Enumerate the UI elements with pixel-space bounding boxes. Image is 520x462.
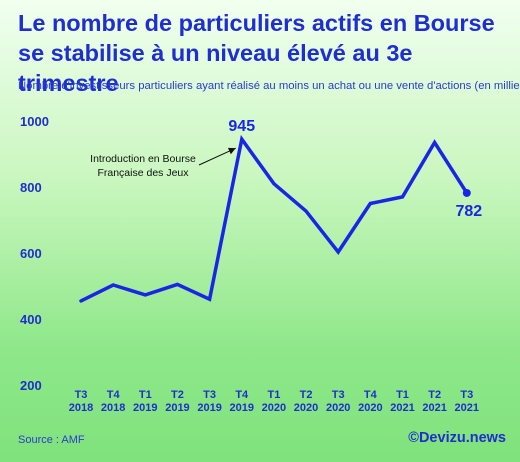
title-line-2: se stabilise à un niveau élevé au 3e tri… (18, 40, 413, 96)
x-tick-label-year: 2021 (455, 402, 479, 414)
chart-subtitle: Nombre d'investisseurs particuliers ayan… (18, 80, 520, 92)
series-line (79, 134, 469, 303)
annotation-text: Introduction en Bourse (90, 153, 196, 165)
x-tick-label-quarter: T2 (428, 389, 441, 401)
x-tick-label-year: 2019 (165, 402, 189, 414)
x-tick-label-year: 2020 (294, 402, 318, 414)
y-tick-label: 400 (20, 312, 42, 327)
brand-watermark: ©Devizu.news (408, 430, 506, 446)
x-tick-label-quarter: T2 (171, 389, 184, 401)
x-tick-label-quarter: T4 (364, 389, 378, 401)
annotation-arrowhead (227, 147, 236, 155)
x-tick-label-quarter: T1 (396, 389, 409, 401)
data-label: 945 (228, 118, 255, 135)
x-tick-label-year: 2021 (422, 402, 446, 414)
annotation-text: Française des Jeux (97, 167, 189, 179)
x-tick-label-year: 2020 (326, 402, 350, 414)
x-tick-label-quarter: T3 (203, 389, 216, 401)
x-tick-label-quarter: T2 (300, 389, 313, 401)
x-tick-label-quarter: T4 (107, 389, 121, 401)
x-tick-label-year: 2020 (262, 402, 286, 414)
y-tick-label: 1000 (20, 114, 49, 129)
y-tick-label: 800 (20, 180, 42, 195)
x-tick-label-year: 2021 (390, 402, 414, 414)
x-tick-label-quarter: T1 (267, 389, 280, 401)
x-tick-label-year: 2019 (230, 402, 254, 414)
y-tick-label: 600 (20, 246, 42, 261)
x-tick-label-quarter: T3 (460, 389, 473, 401)
x-tick-label-year: 2018 (101, 402, 125, 414)
chart-title: Le nombre de particuliers actifs en Bour… (18, 8, 510, 98)
y-tick-label: 200 (20, 378, 42, 393)
x-tick-label-year: 2019 (197, 402, 221, 414)
x-tick-label-quarter: T3 (332, 389, 345, 401)
source-note: Source : AMF (18, 434, 85, 446)
x-tick-label-quarter: T4 (235, 389, 249, 401)
data-point-end (462, 188, 471, 197)
x-tick-label-quarter: T3 (75, 389, 88, 401)
title-line-1: Le nombre de particuliers actifs en Bour… (18, 10, 495, 36)
x-tick-label-year: 2018 (69, 402, 93, 414)
data-label: 782 (455, 203, 482, 220)
x-tick-label-year: 2019 (133, 402, 157, 414)
x-tick-label-year: 2020 (358, 402, 382, 414)
x-tick-label-quarter: T1 (139, 389, 152, 401)
